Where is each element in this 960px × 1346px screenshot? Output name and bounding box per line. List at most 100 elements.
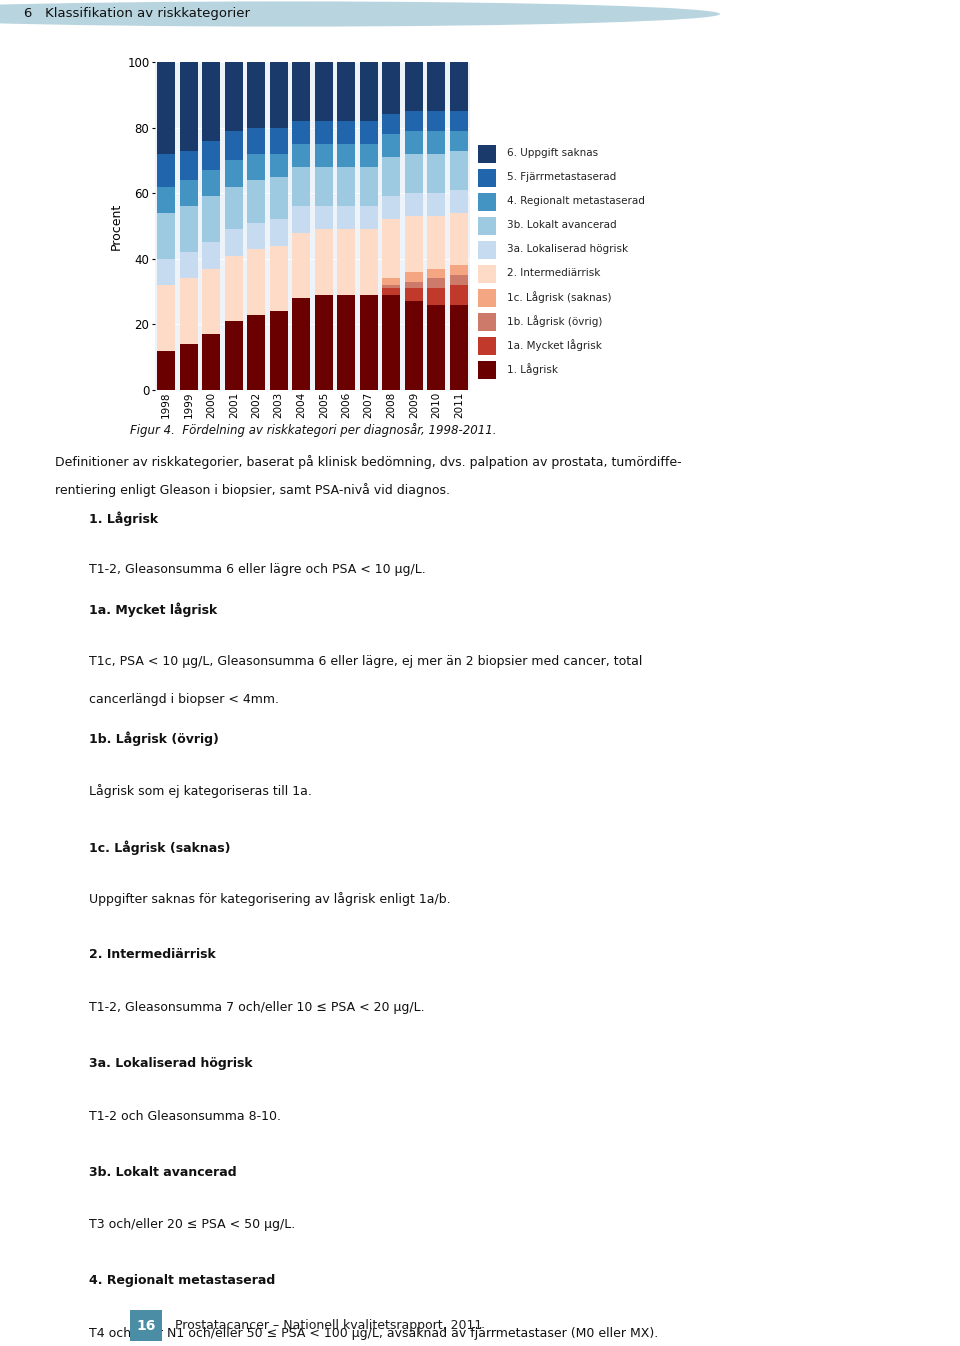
Bar	[293, 144, 310, 167]
Bar	[338, 206, 355, 229]
Text: Prostatacancer – Nationell kvalitetsrapport, 2011: Prostatacancer – Nationell kvalitetsrapp…	[175, 1319, 482, 1333]
Bar	[450, 151, 468, 190]
Text: 2. Intermediärrisk: 2. Intermediärrisk	[507, 268, 600, 279]
FancyBboxPatch shape	[478, 265, 495, 283]
Bar	[203, 269, 220, 334]
Bar	[315, 295, 332, 390]
Bar	[360, 206, 377, 229]
Bar	[427, 304, 445, 390]
Bar	[203, 141, 220, 170]
Bar	[157, 187, 175, 213]
Bar	[338, 144, 355, 167]
Text: T1-2, Gleasonsumma 6 eller lägre och PSA < 10 μg/L.: T1-2, Gleasonsumma 6 eller lägre och PSA…	[89, 564, 425, 576]
FancyBboxPatch shape	[478, 289, 495, 307]
Bar	[270, 128, 288, 153]
Bar	[225, 131, 243, 160]
Text: Uppgifter saknas för kategorisering av lågrisk enligt 1a/b.: Uppgifter saknas för kategorisering av l…	[89, 892, 450, 906]
Text: Lågrisk som ej kategoriseras till 1a.: Lågrisk som ej kategoriseras till 1a.	[89, 783, 312, 798]
Text: 3a. Lokaliserad högrisk: 3a. Lokaliserad högrisk	[89, 1057, 252, 1070]
Bar	[360, 62, 377, 121]
Bar	[203, 197, 220, 242]
Bar	[180, 151, 198, 180]
Bar	[338, 229, 355, 295]
Bar	[360, 167, 377, 206]
Bar	[293, 206, 310, 233]
Bar	[270, 176, 288, 219]
Bar	[248, 153, 265, 180]
Bar	[427, 269, 445, 279]
Bar	[203, 62, 220, 141]
Text: T1-2 och Gleasonsumma 8-10.: T1-2 och Gleasonsumma 8-10.	[89, 1109, 281, 1123]
Bar	[427, 153, 445, 194]
Bar	[405, 302, 422, 390]
Y-axis label: Procent: Procent	[110, 202, 123, 249]
Bar	[338, 295, 355, 390]
Bar	[382, 135, 400, 157]
Bar	[180, 252, 198, 279]
Bar	[450, 131, 468, 151]
Bar	[248, 315, 265, 390]
Bar	[315, 121, 332, 144]
Bar	[157, 213, 175, 258]
FancyBboxPatch shape	[478, 361, 495, 380]
Bar	[225, 322, 243, 390]
FancyBboxPatch shape	[478, 170, 495, 187]
Text: 16: 16	[136, 1319, 156, 1333]
Text: cancerlängd i biopser < 4mm.: cancerlängd i biopser < 4mm.	[89, 693, 279, 707]
Bar	[382, 114, 400, 135]
Bar	[248, 128, 265, 153]
Text: 4. Regionalt metastaserad: 4. Regionalt metastaserad	[507, 197, 644, 206]
Bar	[405, 288, 422, 302]
Bar	[225, 62, 243, 131]
Bar	[157, 153, 175, 187]
FancyBboxPatch shape	[130, 1310, 162, 1341]
Bar	[157, 285, 175, 351]
Bar	[382, 197, 400, 219]
Bar	[315, 206, 332, 229]
Bar	[157, 62, 175, 153]
Bar	[293, 167, 310, 206]
Text: 1a. Mycket lågrisk: 1a. Mycket lågrisk	[507, 339, 602, 351]
Text: 1a. Mycket lågrisk: 1a. Mycket lågrisk	[89, 602, 217, 616]
Bar	[405, 217, 422, 272]
Bar	[450, 265, 468, 275]
Bar	[382, 285, 400, 288]
Text: 1c. Lågrisk (saknas): 1c. Lågrisk (saknas)	[507, 292, 612, 303]
Bar	[315, 62, 332, 121]
Text: 1b. Lågrisk (övrig): 1b. Lågrisk (övrig)	[89, 731, 219, 746]
Bar	[360, 295, 377, 390]
Bar	[203, 170, 220, 197]
FancyBboxPatch shape	[478, 145, 495, 163]
Bar	[203, 242, 220, 269]
Bar	[450, 275, 468, 285]
Bar	[382, 62, 400, 114]
Bar	[180, 206, 198, 252]
Text: T1c, PSA < 10 μg/L, Gleasonsumma 6 eller lägre, ej mer än 2 biopsier med cancer,: T1c, PSA < 10 μg/L, Gleasonsumma 6 eller…	[89, 654, 642, 668]
Text: 4. Regionalt metastaserad: 4. Regionalt metastaserad	[89, 1275, 276, 1287]
Bar	[293, 299, 310, 390]
Bar	[270, 311, 288, 390]
Bar	[360, 229, 377, 295]
Bar	[382, 157, 400, 197]
Text: 5. Fjärrmetastaserad: 5. Fjärrmetastaserad	[507, 172, 616, 183]
Bar	[427, 217, 445, 269]
Text: 2. Intermediärrisk: 2. Intermediärrisk	[89, 949, 216, 961]
Text: 3b. Lokalt avancerad: 3b. Lokalt avancerad	[89, 1166, 236, 1179]
Bar	[427, 131, 445, 153]
Bar	[293, 233, 310, 299]
Bar	[382, 219, 400, 279]
Bar	[315, 229, 332, 295]
Text: 1. Lågrisk: 1. Lågrisk	[89, 511, 158, 525]
Bar	[450, 213, 468, 265]
Text: 6. Uppgift saknas: 6. Uppgift saknas	[507, 148, 598, 159]
Bar	[405, 194, 422, 217]
FancyBboxPatch shape	[478, 217, 495, 236]
Bar	[427, 62, 445, 112]
Bar	[157, 258, 175, 285]
Bar	[248, 222, 265, 249]
Bar	[225, 187, 243, 229]
Bar	[450, 285, 468, 304]
Text: T4 och/eller N1 och/eller 50 ≤ PSA < 100 μg/L, avsaknad av fjärrmetastaser (M0 e: T4 och/eller N1 och/eller 50 ≤ PSA < 100…	[89, 1327, 659, 1339]
Bar	[225, 229, 243, 256]
FancyBboxPatch shape	[478, 192, 495, 211]
